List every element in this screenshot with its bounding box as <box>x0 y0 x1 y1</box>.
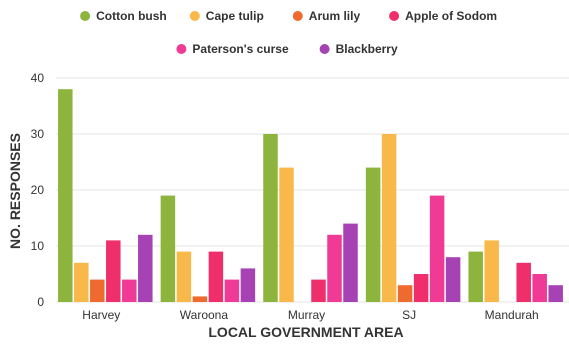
legend-swatch <box>292 11 303 21</box>
legend-item: Cotton bush <box>80 9 167 23</box>
y-axis-ticks: 0 10 20 30 40 <box>31 71 45 309</box>
bar-cotton-bush-harvey <box>58 89 73 302</box>
bar-apple-of-sodom-murray <box>311 279 326 302</box>
x-tick-label: SJ <box>402 308 416 322</box>
x-tick-label: Mandurah <box>485 308 539 322</box>
legend-swatch <box>319 44 330 54</box>
bar-paterson-s-curse-mandurah <box>532 274 547 302</box>
legend-label: Apple of Sodom <box>405 9 497 23</box>
bar-blackberry-mandurah <box>548 285 563 302</box>
bar-blackberry-waroona <box>240 268 256 302</box>
x-axis-ticks: Harvey Waroona Murray SJ Mandurah <box>82 308 538 322</box>
y-axis-title: NO. RESPONSES <box>7 133 23 249</box>
bar-apple-of-sodom-harvey <box>106 240 121 302</box>
bar-blackberry-harvey <box>138 234 153 302</box>
bar-apple-of-sodom-mandurah <box>516 262 531 302</box>
legend-label: Paterson's curse <box>192 42 289 56</box>
bar-cotton-bush-murray <box>263 134 278 302</box>
legend-item: Cape tulip <box>189 9 264 23</box>
bar-paterson-s-curse-sj <box>429 195 445 302</box>
legend-swatch <box>189 11 200 21</box>
bar-blackberry-sj <box>445 257 461 302</box>
legend-label: Cotton bush <box>96 9 167 23</box>
bar-paterson-s-curse-murray <box>327 234 342 302</box>
legend-swatch <box>389 11 400 21</box>
x-tick-label: Murray <box>288 308 325 322</box>
x-axis-title: LOCAL GOVERNMENT AREA <box>208 324 403 340</box>
y-tick-label: 10 <box>31 239 45 253</box>
bar-cape-tulip-harvey <box>74 262 89 302</box>
x-tick-label: Waroona <box>180 308 229 322</box>
legend-item: Paterson's curse <box>176 42 289 56</box>
bar-arum-lily-waroona <box>192 296 208 302</box>
y-tick-label: 20 <box>31 183 45 197</box>
bar-arum-lily-sj <box>397 285 413 302</box>
bar-cotton-bush-waroona <box>160 195 176 302</box>
legend-item: Blackberry <box>319 42 398 56</box>
legend-label: Arum lily <box>309 9 361 23</box>
bar-apple-of-sodom-sj <box>413 274 429 302</box>
legend-item: Apple of Sodom <box>389 9 497 23</box>
legend-label: Cape tulip <box>206 9 264 23</box>
bars <box>58 89 563 302</box>
legend: Cotton bush Cape tulip Arum lily Apple of S… <box>80 9 497 56</box>
x-tick-label: Harvey <box>82 308 120 322</box>
bar-paterson-s-curse-harvey <box>122 279 137 302</box>
bar-paterson-s-curse-waroona <box>224 279 240 302</box>
bar-cape-tulip-waroona <box>176 251 192 302</box>
bar-cape-tulip-mandurah <box>484 240 499 302</box>
y-tick-label: 0 <box>37 295 44 309</box>
y-tick-label: 40 <box>31 71 45 85</box>
bar-cotton-bush-mandurah <box>468 251 483 302</box>
y-tick-label: 30 <box>31 127 45 141</box>
legend-label: Blackberry <box>336 42 398 56</box>
bar-blackberry-murray <box>343 223 358 302</box>
bar-cotton-bush-sj <box>365 167 381 302</box>
legend-swatch <box>80 11 91 21</box>
legend-item: Arum lily <box>292 9 361 23</box>
bar-arum-lily-harvey <box>90 279 105 302</box>
bar-cape-tulip-sj <box>381 134 397 302</box>
bar-apple-of-sodom-waroona <box>208 251 224 302</box>
legend-swatch <box>176 44 187 54</box>
bar-cape-tulip-murray <box>279 167 294 302</box>
